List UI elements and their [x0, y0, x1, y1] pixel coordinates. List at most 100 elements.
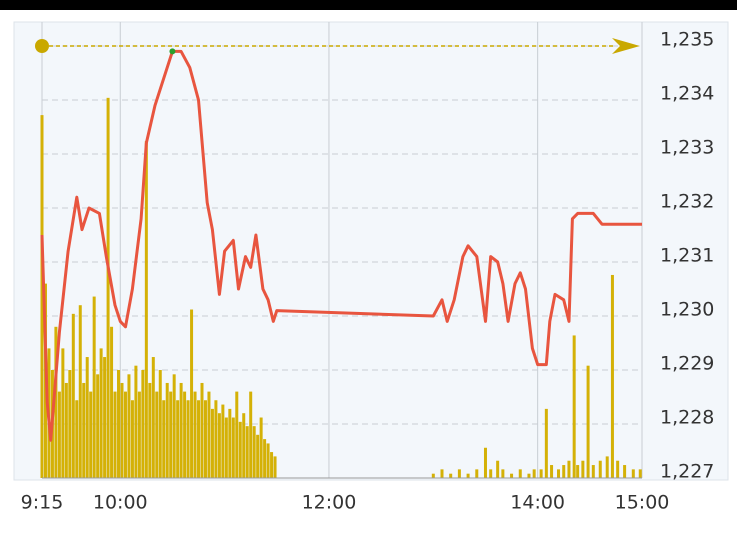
volume-bar	[252, 426, 256, 478]
volume-bar	[186, 400, 190, 478]
volume-bar	[221, 404, 225, 478]
volume-bar	[440, 469, 444, 478]
volume-bar	[266, 443, 270, 478]
volume-bar	[113, 391, 117, 478]
y-tick-label: 1,231	[660, 245, 714, 267]
volume-bar	[155, 391, 159, 478]
volume-bar	[165, 382, 169, 478]
volume-bar	[176, 400, 180, 478]
price-line	[40, 49, 642, 442]
volume-bar	[40, 115, 44, 479]
volume-bar	[631, 469, 635, 478]
volume-bar	[270, 452, 274, 478]
volume-bar	[623, 465, 627, 478]
top-bar	[0, 0, 737, 10]
volume-bar	[130, 400, 134, 478]
volume-bar	[85, 357, 89, 478]
volume-bar	[605, 456, 609, 478]
volume-bar	[127, 374, 131, 478]
volume-bar	[616, 460, 620, 478]
volume-bar	[200, 382, 204, 478]
y-tick-label: 1,229	[660, 353, 714, 375]
volume-bar	[64, 382, 68, 478]
volume-bar	[567, 460, 571, 478]
y-tick-label: 1,235	[660, 29, 714, 51]
volume-bar	[532, 469, 536, 478]
volume-bar	[78, 305, 82, 478]
volume-bar	[106, 97, 110, 478]
volume-bar	[610, 274, 614, 478]
volume-bar	[103, 357, 107, 478]
volume-bar	[496, 460, 500, 478]
volume-bar	[466, 473, 470, 478]
volume-bar	[183, 391, 187, 478]
volume-bar	[151, 357, 155, 478]
volume-bar	[224, 417, 228, 478]
volume-bar	[586, 365, 590, 478]
y-tick-label: 1,232	[660, 191, 714, 213]
volume-bar	[539, 469, 543, 478]
volume-bar	[82, 382, 86, 478]
volume-bar	[89, 391, 93, 478]
volume-bar	[210, 408, 214, 478]
volume-bar	[245, 426, 249, 478]
volume-bar	[242, 413, 246, 478]
y-tick-label: 1,234	[660, 83, 714, 105]
volume-bar	[228, 408, 232, 478]
volume-bar	[259, 417, 263, 478]
volume-bar	[214, 400, 218, 478]
max-arrow	[612, 38, 640, 54]
volume-bar	[235, 391, 239, 478]
volume-bar	[256, 434, 260, 478]
y-tick-label: 1,233	[660, 137, 714, 159]
max-start-dot	[35, 39, 49, 53]
volume-bar	[562, 465, 566, 478]
volume-bar	[169, 391, 173, 478]
volume-bar	[489, 469, 493, 478]
volume-bar	[207, 391, 211, 478]
volume-bar	[99, 348, 103, 478]
volume-bar	[120, 382, 124, 478]
volume-bar	[179, 382, 183, 478]
x-tick-label: 14:00	[510, 492, 565, 514]
volume-bar	[54, 326, 58, 478]
volume-bar	[527, 473, 531, 478]
volume-bar	[193, 391, 197, 478]
volume-bar	[217, 413, 221, 478]
volume-bar	[449, 473, 453, 478]
volume-bar	[162, 400, 166, 478]
volume-bar	[638, 469, 642, 478]
volume-bar	[197, 400, 201, 478]
volume-bar	[557, 469, 561, 478]
volume-bar	[238, 421, 242, 478]
x-tick-label: 15:00	[615, 492, 670, 514]
volume-bar	[96, 374, 100, 478]
volume-bar	[273, 456, 277, 478]
volume-bar	[92, 296, 96, 478]
volume-bar	[61, 348, 65, 478]
volume-bar	[75, 400, 79, 478]
volume-bar	[483, 447, 487, 478]
volume-bar	[598, 460, 602, 478]
volume-bar	[231, 417, 235, 478]
volume-bar	[68, 370, 72, 478]
volume-bar	[71, 313, 75, 478]
volume-bar	[190, 309, 194, 478]
volume-bar	[518, 469, 522, 478]
volume-bar	[572, 335, 576, 478]
volume-bar	[501, 469, 505, 478]
y-tick-label: 1,230	[660, 299, 714, 321]
volume-bar	[141, 370, 145, 478]
x-tick-label: 12:00	[302, 492, 357, 514]
volume-bar	[110, 326, 114, 478]
volume-bar	[117, 370, 121, 478]
volume-bar	[457, 469, 461, 478]
volume-bar	[591, 465, 595, 478]
volume-bar	[158, 370, 162, 478]
volume-bar	[203, 400, 207, 478]
y-tick-label: 1,228	[660, 407, 714, 429]
volume-bar	[134, 365, 138, 478]
volume-bar	[510, 473, 514, 478]
volume-bar	[263, 439, 267, 478]
